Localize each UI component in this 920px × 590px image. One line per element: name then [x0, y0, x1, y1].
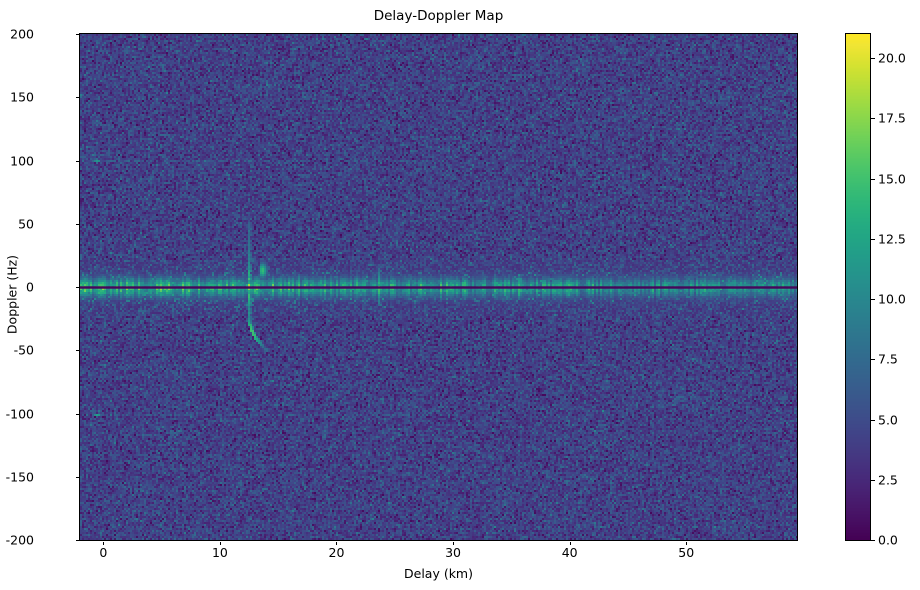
colorbar-tick-label: 2.5 — [878, 472, 898, 488]
colorbar-tick-label: 17.5 — [878, 110, 906, 126]
x-tick-mark — [686, 541, 688, 545]
colorbar-tick-mark — [871, 118, 875, 120]
colorbar-tick-label: 5.0 — [878, 412, 898, 428]
x-axis-label: Delay (km) — [404, 566, 473, 581]
x-tick-label: 0 — [99, 545, 108, 560]
x-tick-label: 50 — [678, 545, 695, 560]
colorbar-tick-mark — [871, 238, 875, 240]
y-tick-mark — [75, 287, 79, 288]
y-tick-mark — [75, 97, 79, 99]
x-tick-mark — [219, 541, 221, 545]
y-tick-mark — [75, 160, 79, 162]
x-tick-label: 30 — [445, 545, 462, 560]
x-tick-label: 40 — [561, 545, 578, 560]
colorbar-tick-label: 0.0 — [878, 532, 898, 548]
colorbar-gradient — [846, 34, 870, 540]
colorbar-tick-label: 12.5 — [878, 231, 906, 247]
x-tick-label: 20 — [328, 545, 345, 560]
y-tick-mark — [75, 350, 79, 352]
y-tick-mark — [75, 540, 79, 541]
colorbar-tick-label: 20.0 — [878, 50, 906, 66]
colorbar-tick-mark — [871, 479, 875, 481]
y-tick-label: -150 — [5, 469, 34, 485]
y-tick-label: 0 — [26, 279, 34, 295]
colorbar-tick-mark — [871, 419, 875, 421]
x-tick-mark — [569, 541, 571, 545]
colorbar-tick-label: 10.0 — [878, 291, 906, 307]
y-tick-label: 50 — [18, 216, 34, 232]
y-tick-mark — [75, 476, 79, 478]
colorbar-tick-mark — [871, 58, 875, 60]
x-tick-mark — [453, 541, 455, 545]
colorbar-tick-mark — [871, 178, 875, 180]
y-tick-label: 150 — [10, 89, 34, 105]
y-tick-mark — [75, 34, 79, 35]
heatmap-plot-area[interactable] — [79, 33, 798, 541]
colorbar-tick-mark — [871, 299, 875, 301]
x-tick-mark — [103, 541, 105, 545]
colorbar-tick-mark — [871, 540, 875, 541]
y-tick-label: 200 — [10, 26, 34, 42]
colorbar-tick-label: 15.0 — [878, 171, 906, 187]
colorbar-tick-mark — [871, 359, 875, 361]
colorbar-tick-label: 7.5 — [878, 351, 898, 367]
page-title: Delay-Doppler Map — [373, 8, 504, 24]
colorbar[interactable] — [845, 33, 871, 541]
y-tick-label: -100 — [5, 406, 34, 421]
delay-doppler-heatmap-image — [80, 34, 797, 540]
x-tick-mark — [336, 541, 338, 545]
y-axis: Doppler (Hz) 200 150 100 50 0 -50 -100 -150 -200 — [0, 0, 79, 590]
x-tick-label: 10 — [211, 545, 228, 560]
y-tick-label: -200 — [5, 532, 34, 548]
y-tick-label: -50 — [13, 342, 34, 358]
y-tick-label: 100 — [10, 153, 34, 168]
y-tick-mark — [75, 413, 79, 415]
y-tick-mark — [75, 223, 79, 225]
